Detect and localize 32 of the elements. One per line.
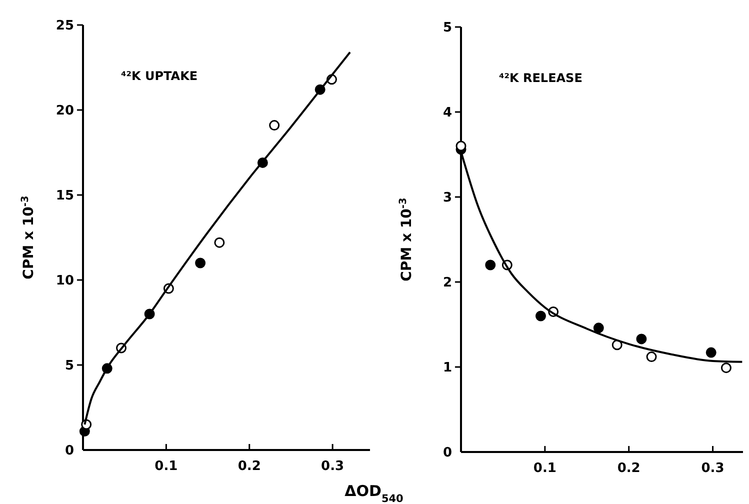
point: [636, 334, 647, 344]
y-tick-label: 0: [442, 446, 452, 461]
y-tick-label: 4: [442, 106, 452, 121]
y-tick-label: 5: [64, 358, 74, 374]
point: [456, 140, 466, 152]
y-tick-label: 3: [442, 190, 452, 206]
y-tick-label: 20: [56, 104, 74, 119]
x-axis-title: ΔOD$_{540}$: [344, 482, 404, 504]
y-tick-label: 10: [56, 274, 74, 289]
y-tick-label: 2: [442, 276, 452, 291]
x-tick-label: 0.1: [533, 461, 556, 476]
point: [720, 362, 732, 374]
point: [269, 120, 280, 131]
point: [706, 347, 716, 358]
x-tick-label: 0.3: [321, 459, 344, 474]
x-tick-label: 0.3: [701, 461, 724, 476]
text: ⁴²K RELEASE: [499, 71, 582, 85]
x-tick-label: 0.2: [238, 459, 261, 474]
point: [593, 322, 604, 334]
x-tick-label: 0.1: [154, 459, 178, 474]
y-tick-label: 0: [64, 444, 74, 459]
x-tick-label: 0.2: [617, 461, 640, 476]
y-tick-label: 15: [56, 188, 74, 204]
text: ⁴²K UPTAKE: [121, 69, 198, 83]
point: [646, 352, 657, 362]
y-tick-label: 25: [56, 18, 74, 34]
point: [214, 237, 225, 248]
point: [485, 260, 496, 270]
point: [195, 258, 206, 268]
y-tick-label: 1: [442, 360, 452, 376]
point: [535, 310, 546, 322]
y-tick-label: 5: [442, 20, 452, 36]
